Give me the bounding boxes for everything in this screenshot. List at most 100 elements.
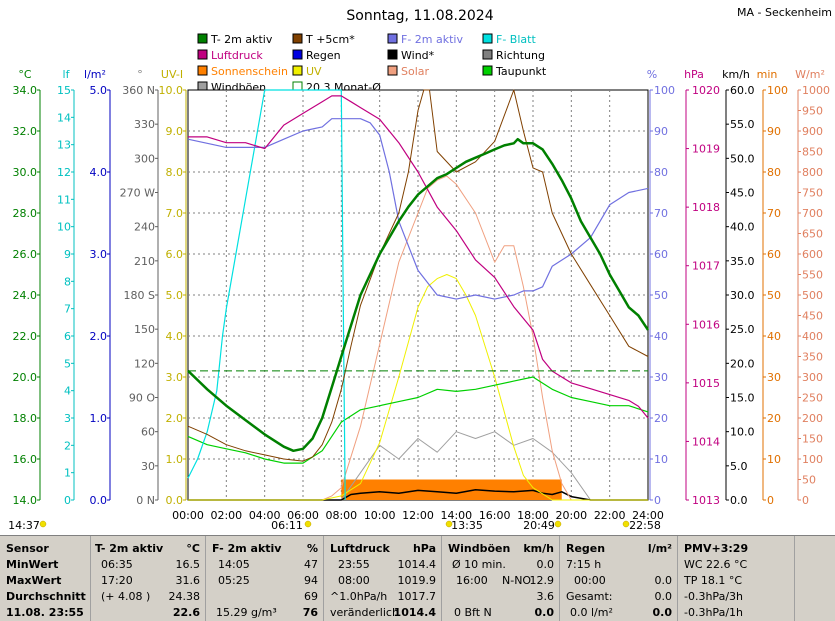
rain-r3-label: Gesamt: [566, 590, 613, 603]
axis-unit-dir: ° [137, 68, 143, 81]
axis-label-hum: 0 [654, 494, 661, 507]
legend-label-temp2m: T- 2m aktiv [210, 33, 273, 46]
axis-label-hum: 20 [654, 412, 668, 425]
rain-r2-val: 0.0 [654, 574, 673, 587]
axis-label-dir: 210 [134, 255, 155, 268]
wind-r4-label: 0 Bft N [454, 606, 492, 619]
legend-swatch-leaf [482, 33, 493, 44]
temp-current: 22.6 [172, 606, 200, 619]
axis-label-solar: 300 [802, 371, 823, 384]
legend-label-wind: Wind* [401, 49, 435, 62]
temp-title: T- 2m aktiv [95, 542, 164, 555]
axis-label-wind: 40.0 [730, 221, 755, 234]
legend-swatch-temp2m [197, 33, 208, 44]
press-max-val: 1019.9 [397, 574, 437, 587]
series-line-f-2m-aktiv [187, 118, 649, 300]
axis-label-leaf: 9 [64, 248, 71, 261]
sun-icon [554, 520, 562, 528]
x-tick-label: 18:00 [517, 509, 549, 522]
press-min-val: 1014.4 [397, 558, 437, 571]
axis-label-rain: 4.0 [90, 166, 108, 179]
marker-moon-time: 22:58 [629, 519, 661, 532]
axis-label-sun: 70 [767, 207, 781, 220]
axis-label-dir: 270 W [120, 187, 155, 200]
axis-unit-temp: °C [18, 68, 32, 81]
press-min-time: 23:55 [338, 558, 370, 571]
axis-label-solar: 650 [802, 228, 823, 241]
legend-swatch-rain [292, 49, 303, 60]
marker-sunset: 20:49 [523, 519, 555, 532]
axis-label-solar: 350 [802, 351, 823, 364]
axis-label-uv: 8.0 [166, 166, 184, 179]
axis-label-leaf: 7 [64, 303, 71, 316]
pmv-r4: -0.3hPa/1h [684, 606, 743, 619]
press-trend-val: 1017.7 [397, 590, 437, 603]
legend-label-pressure: Luftdruck [211, 49, 263, 62]
legend-swatch-temp5cm [292, 33, 303, 44]
summary-col-sensor: Sensor MinWert MaxWert Durchschnitt 11.0… [0, 536, 90, 621]
sun-icon [445, 520, 453, 528]
axis-label-solar: 700 [802, 207, 823, 220]
wind-r1-val: 0.0 [536, 558, 555, 571]
x-tick-label: 12:00 [402, 509, 434, 522]
axis-label-dir: 0 N [136, 494, 155, 507]
x-tick-label: 08:00 [325, 509, 357, 522]
axes: 34.032.030.028.026.024.022.020.018.016.0… [13, 84, 831, 507]
sensor-row-avg: Durchschnitt [6, 590, 86, 603]
axis-label-temp: 24.0 [13, 289, 38, 302]
marker-left-time: 14:37 [8, 519, 40, 532]
axis-label-uv: 3.0 [166, 371, 184, 384]
axis-label-dir: 90 O [129, 392, 155, 405]
axis-label-dir: 120 [134, 357, 155, 370]
rain-unit: l/m² [647, 542, 672, 555]
summary-col-temp: T- 2m aktiv °C 06:35 16.5 17:20 31.6 (+ … [90, 536, 206, 621]
axis-label-solar: 400 [802, 330, 823, 343]
hum-min-val: 47 [304, 558, 318, 571]
axis-label-rain: 1.0 [90, 412, 108, 425]
axis-label-press: 1015 [692, 377, 720, 390]
summary-col-hum: F- 2m aktiv % 14:05 47 05:25 94 69 15.29… [205, 536, 324, 621]
legend-label-solar: Solar [401, 65, 430, 78]
axis-label-dir: 240 [134, 221, 155, 234]
press-state: veränderlich [330, 606, 399, 619]
pmv-r2: TP 18.1 °C [684, 574, 743, 587]
marker-sunrise: 06:11 [271, 519, 303, 532]
pmv-title: PMV+3:29 [684, 542, 749, 555]
legend-swatch-uv [292, 65, 303, 76]
sun-markers: 14:37 06:11 13:35 20:49 22:58 [8, 519, 661, 532]
axis-unit-hum: % [647, 68, 657, 81]
axis-label-solar: 250 [802, 392, 823, 405]
legend-label-sunshine: Sonnenschein [211, 65, 288, 78]
axis-label-press: 1019 [692, 143, 720, 156]
press-title: Luftdruck [330, 542, 390, 555]
axis-label-sun: 10 [767, 453, 781, 466]
press-unit: hPa [412, 542, 436, 555]
axis-label-leaf: 1 [64, 467, 71, 480]
axis-label-sun: 0 [767, 494, 774, 507]
hum-max-time: 05:25 [218, 574, 250, 587]
x-tick-label: 14:00 [440, 509, 472, 522]
hum-avg-val: 69 [304, 590, 318, 603]
hum-unit: % [306, 542, 318, 555]
axis-label-rain: 0.0 [90, 494, 108, 507]
axis-label-solar: 600 [802, 248, 823, 261]
rain-r3-val: 0.0 [654, 590, 673, 603]
axis-label-uv: 10.0 [159, 84, 184, 97]
legend-label-uv: UV [306, 65, 322, 78]
axis-label-wind: 0.0 [730, 494, 748, 507]
axis-label-leaf: 5 [64, 357, 71, 370]
axis-label-wind: 10.0 [730, 426, 755, 439]
summary-col-rain: Regen l/m² 7:15 h 00:00 0.0 Gesamt: 0.0 … [559, 536, 678, 621]
weather-chart: Sonntag, 11.08.2024 MA - Seckenheim T- 2… [8, 6, 832, 532]
x-tick-label: 02:00 [210, 509, 242, 522]
wind-r2-dir: N-NO [502, 574, 532, 587]
axis-label-leaf: 11 [57, 193, 71, 206]
axis-label-sun: 60 [767, 248, 781, 261]
axis-label-uv: 5.0 [166, 289, 184, 302]
axis-label-leaf: 12 [57, 166, 71, 179]
temp-min-val: 16.5 [175, 558, 201, 571]
hum-title: F- 2m aktiv [212, 542, 282, 555]
series-line-uv [188, 274, 648, 501]
axis-label-leaf: 13 [57, 139, 71, 152]
axis-label-wind: 55.0 [730, 118, 755, 131]
